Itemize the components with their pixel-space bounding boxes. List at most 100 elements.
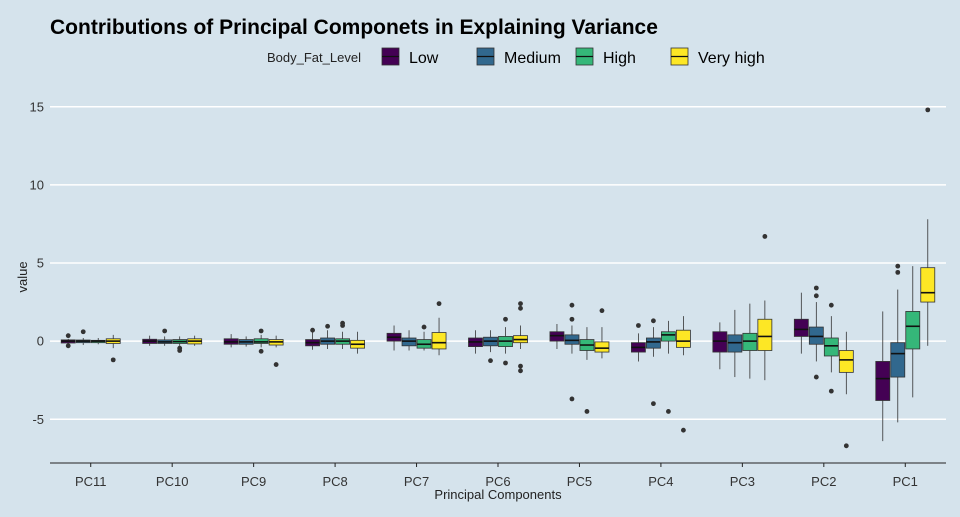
box-pc2-low: [793, 292, 809, 354]
outlier-point: [436, 301, 442, 307]
y-tick-label: 5: [37, 256, 44, 271]
outlier-point: [65, 333, 71, 339]
box-body: [431, 332, 447, 350]
outlier-point: [325, 323, 330, 329]
y-tick-label: 0: [37, 334, 44, 349]
box-pc6-low: [468, 330, 483, 354]
outlier-point: [651, 401, 656, 407]
outlier-point: [828, 388, 834, 394]
outlier-point: [421, 324, 427, 330]
box-body: [838, 350, 854, 373]
legend-title: Body_Fat_Level: [267, 50, 361, 65]
outlier-point: [310, 327, 315, 333]
box-pc5-very-high: [594, 308, 610, 359]
x-tick-label: PC7: [404, 474, 429, 489]
box-pc8-high: [335, 320, 350, 349]
outlier-point: [110, 357, 116, 363]
y-tick-label: -5: [32, 412, 44, 427]
box-pc2-high: [823, 302, 839, 394]
box-pc7-low: [386, 325, 402, 351]
box-body: [890, 342, 906, 378]
box-body: [594, 341, 610, 353]
box-pc7-very-high: [431, 301, 447, 356]
box-pc9-low: [223, 334, 239, 348]
box-pc6-very-high: [513, 301, 528, 374]
x-tick-label: PC9: [241, 474, 266, 489]
box-body: [875, 361, 891, 401]
outlier-point: [599, 308, 605, 314]
x-tick-label: PC8: [322, 474, 347, 489]
box-pc1-low: [875, 311, 891, 442]
outlier-point: [813, 293, 819, 299]
outlier-point: [518, 368, 523, 374]
legend-label: Very high: [698, 50, 765, 67]
y-tick-label: 15: [30, 99, 44, 114]
box-pc11-low: [60, 333, 76, 349]
box-pc3-very-high: [757, 234, 773, 381]
box-pc9-medium: [238, 336, 254, 347]
legend-items: Low Medium High Very high: [381, 47, 765, 67]
box-pc6-high: [498, 316, 513, 366]
x-tick-label: PC5: [567, 474, 592, 489]
box-body: [676, 329, 691, 348]
box-pc8-low: [305, 327, 320, 350]
outlier-point: [177, 348, 183, 353]
legend-label: Low: [409, 50, 439, 67]
box-pc5-high: [579, 327, 595, 414]
outlier-point: [162, 328, 168, 334]
outlier-point: [666, 409, 671, 414]
box-pc1-very-high: [920, 107, 936, 346]
outlier-point: [813, 285, 819, 291]
box-pc8-medium: [320, 323, 335, 349]
x-tick-label: PC4: [648, 474, 673, 489]
outlier-point: [518, 301, 523, 307]
y-axis-title: value: [15, 261, 30, 292]
outlier-point: [762, 234, 768, 239]
outlier-point: [584, 409, 590, 414]
legend-label: High: [603, 50, 636, 67]
box-pc3-medium: [727, 309, 743, 378]
box-pc10-very-high: [187, 335, 203, 346]
chart-title: Contributions of Principal Componets in …: [50, 16, 658, 39]
box-pc11-very-high: [105, 334, 121, 363]
outlier-point: [681, 427, 686, 433]
box-pc5-low: [549, 323, 565, 349]
outlier-point: [258, 328, 264, 334]
outlier-point: [828, 302, 834, 308]
box-pc11-high: [90, 338, 106, 345]
box-body: [646, 337, 661, 349]
outlier-point: [503, 316, 508, 322]
legend: Body_Fat_Level Low Medium High Very high: [267, 47, 765, 67]
legend-label: Medium: [504, 50, 561, 67]
legend-item-medium: Medium: [476, 47, 561, 67]
box-pc2-medium: [808, 285, 824, 380]
box-pc1-medium: [890, 263, 906, 423]
box-body: [905, 311, 921, 350]
box-pc10-medium: [157, 328, 173, 346]
outlier-point: [80, 329, 86, 335]
x-tick-label: PC3: [730, 474, 755, 489]
outlier-point: [503, 360, 508, 366]
x-tick-label: PC6: [485, 474, 510, 489]
outlier-point: [518, 363, 523, 369]
x-axis-title: Principal Components: [434, 487, 562, 502]
box-body: [920, 267, 936, 303]
box-pc3-high: [742, 303, 758, 379]
y-axis-ticks: -5 0 5 10 15: [30, 99, 44, 427]
box-pc10-low: [142, 335, 158, 346]
outlier-point: [843, 443, 849, 449]
outlier-point: [518, 305, 523, 311]
box-pc9-high: [253, 328, 269, 354]
outlier-point: [569, 302, 575, 308]
x-tick-label: PC10: [156, 474, 189, 489]
outlier-point: [340, 323, 345, 328]
box-pc8-very-high: [350, 331, 365, 354]
legend-item-very-high: Very high: [670, 47, 765, 67]
y-tick-label: 10: [30, 177, 44, 192]
outlier-point: [258, 348, 264, 354]
box-pc4-medium: [646, 318, 661, 407]
box-pc6-medium: [483, 330, 498, 364]
box-pc5-medium: [564, 302, 580, 402]
gridlines: [50, 105, 946, 421]
box-pc10-high: [172, 336, 188, 353]
